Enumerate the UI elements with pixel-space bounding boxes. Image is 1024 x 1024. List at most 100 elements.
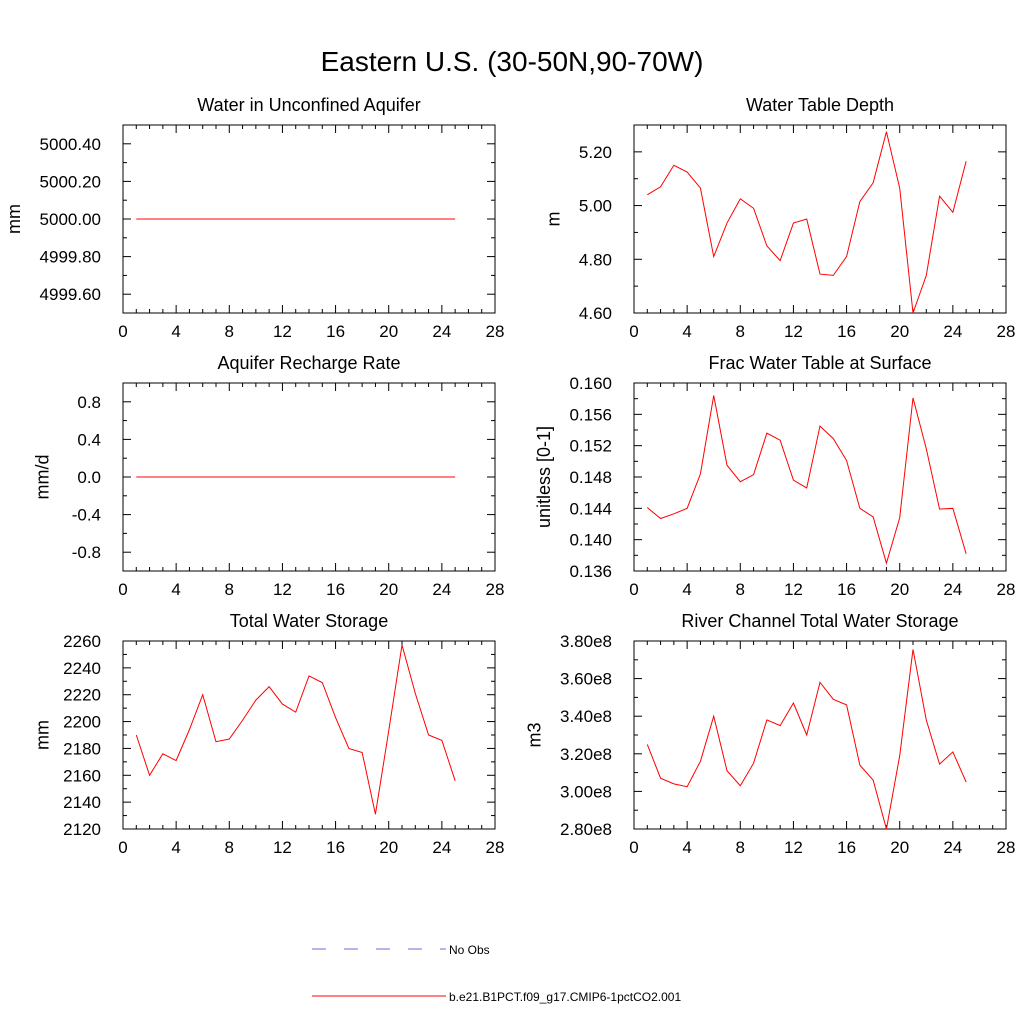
x-tick-label: 20 — [379, 580, 398, 599]
x-tick-label: 12 — [273, 580, 292, 599]
y-tick-label: 0.160 — [569, 374, 612, 393]
x-tick-label: 16 — [837, 838, 856, 857]
x-tick-label: 4 — [682, 322, 691, 341]
x-tick-label: 0 — [629, 322, 638, 341]
x-tick-label: 20 — [890, 580, 909, 599]
y-tick-label: 0.144 — [569, 499, 612, 518]
panel-title: Water Table Depth — [746, 95, 894, 115]
figure-title: Eastern U.S. (30-50N,90-70W) — [320, 46, 704, 77]
y-tick-label: -0.4 — [72, 506, 101, 525]
y-tick-label: 4999.60 — [40, 285, 101, 304]
y-tick-label: 4.80 — [579, 250, 612, 269]
y-tick-label: 5.00 — [579, 197, 612, 216]
x-tick-label: 16 — [837, 580, 856, 599]
series-line — [135, 644, 456, 815]
x-tick-label: 8 — [225, 322, 234, 341]
y-tick-label: 0.8 — [77, 393, 101, 412]
x-tick-label: 12 — [273, 322, 292, 341]
panel-title: River Channel Total Water Storage — [681, 611, 958, 631]
y-tick-label: 5.20 — [579, 143, 612, 162]
x-tick-label: 24 — [432, 580, 451, 599]
x-tick-label: 12 — [273, 838, 292, 857]
y-axis-label: unitless [0-1] — [534, 426, 554, 528]
y-tick-label: 5000.00 — [40, 210, 101, 229]
y-axis-label: m — [544, 212, 564, 227]
x-tick-label: 0 — [118, 322, 127, 341]
x-tick-label: 20 — [379, 838, 398, 857]
y-tick-label: 3.20e8 — [560, 745, 612, 764]
x-tick-label: 8 — [736, 322, 745, 341]
x-tick-label: 28 — [486, 580, 505, 599]
panel-title: Aquifer Recharge Rate — [217, 353, 400, 373]
x-tick-label: 4 — [682, 838, 691, 857]
x-tick-label: 20 — [890, 322, 909, 341]
y-tick-label: 3.00e8 — [560, 782, 612, 801]
x-tick-label: 4 — [171, 838, 180, 857]
panel-3: Aquifer Recharge Rate 0 4 8 12 16 20 24 28 -0.8 -0… — [33, 353, 505, 599]
y-axis-label: mm — [4, 204, 24, 234]
legend-item-obs: No Obs — [312, 943, 490, 957]
y-tick-label: 0.140 — [569, 531, 612, 550]
y-tick-label: 0.156 — [569, 405, 612, 424]
y-tick-label: 0.136 — [569, 562, 612, 581]
x-tick-label: 0 — [118, 580, 127, 599]
x-tick-label: 12 — [784, 580, 803, 599]
y-tick-label: 2180 — [63, 739, 101, 758]
y-tick-label: 2260 — [63, 632, 101, 651]
y-tick-label: 2240 — [63, 659, 101, 678]
panels: Water in Unconfined Aquifer 0 4 8 12 16 20 24 28… — [4, 95, 1016, 857]
y-axis-label: mm/d — [33, 455, 53, 500]
x-tick-label: 24 — [432, 322, 451, 341]
panel-1: Water in Unconfined Aquifer 0 4 8 12 16 20 24 28… — [4, 95, 505, 341]
y-tick-label: -0.8 — [72, 543, 101, 562]
x-tick-label: 8 — [225, 838, 234, 857]
panel-4: Frac Water Table at Surface 0 4 8 12 16 20 24 28… — [534, 353, 1015, 599]
x-tick-label: 28 — [486, 322, 505, 341]
x-tick-label: 12 — [784, 322, 803, 341]
y-axis-label: mm — [33, 720, 53, 750]
y-tick-label: 0.4 — [77, 430, 101, 449]
legend-item-model: b.e21.B1PCT.f09_g17.CMIP6-1pctCO2.001 — [312, 990, 681, 1004]
x-tick-label: 24 — [943, 322, 962, 341]
x-tick-label: 28 — [486, 838, 505, 857]
y-tick-label: 5000.40 — [40, 135, 101, 154]
y-tick-label: 0.148 — [569, 468, 612, 487]
x-tick-label: 16 — [326, 322, 345, 341]
y-tick-label: 3.60e8 — [560, 670, 612, 689]
x-tick-label: 28 — [997, 322, 1016, 341]
y-tick-label: 2120 — [63, 820, 101, 839]
x-tick-label: 20 — [890, 838, 909, 857]
series-line — [647, 131, 967, 314]
plot-frame — [633, 640, 1007, 830]
series-line — [646, 649, 967, 830]
y-tick-label: 4999.80 — [40, 248, 101, 267]
x-tick-label: 4 — [171, 580, 180, 599]
x-tick-label: 20 — [379, 322, 398, 341]
y-tick-label: 3.40e8 — [560, 707, 612, 726]
legend-label: b.e21.B1PCT.f09_g17.CMIP6-1pctCO2.001 — [449, 990, 681, 1004]
y-tick-label: 2220 — [63, 686, 101, 705]
y-tick-label: 2.80e8 — [560, 820, 612, 839]
series-line — [646, 395, 967, 565]
x-tick-label: 8 — [736, 580, 745, 599]
x-tick-label: 16 — [326, 580, 345, 599]
x-tick-label: 8 — [736, 838, 745, 857]
x-tick-label: 0 — [118, 838, 127, 857]
x-tick-label: 28 — [997, 838, 1016, 857]
plot-frame — [633, 124, 1007, 314]
y-tick-label: 5000.20 — [40, 172, 101, 191]
y-tick-label: 0.0 — [77, 468, 101, 487]
y-tick-label: 2200 — [63, 713, 101, 732]
panel-title: Frac Water Table at Surface — [708, 353, 931, 373]
x-tick-label: 12 — [784, 838, 803, 857]
x-tick-label: 4 — [682, 580, 691, 599]
panel-title: Total Water Storage — [230, 611, 388, 631]
x-tick-label: 4 — [171, 322, 180, 341]
x-tick-label: 16 — [837, 322, 856, 341]
y-tick-label: 3.80e8 — [560, 632, 612, 651]
panel-6: River Channel Total Water Storage 0 4 8 12 16… — [524, 611, 1015, 857]
x-tick-label: 8 — [225, 580, 234, 599]
x-tick-label: 24 — [943, 838, 962, 857]
x-tick-label: 28 — [997, 580, 1016, 599]
